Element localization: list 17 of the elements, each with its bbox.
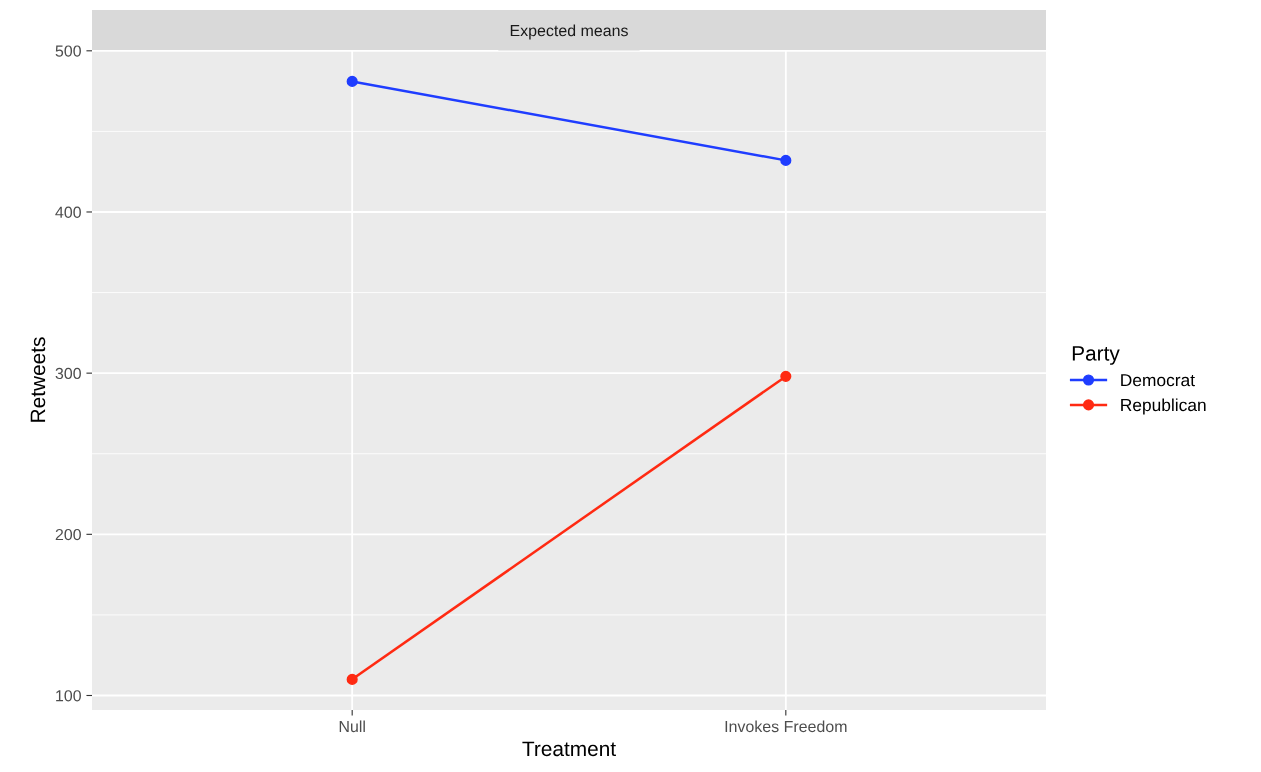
legend-title: Party <box>1072 346 1120 365</box>
y-tick-label: 400 <box>55 206 81 218</box>
point <box>780 370 792 382</box>
y-tick-label: 500 <box>55 45 81 57</box>
legend-label: Republican <box>1121 398 1206 415</box>
legend-label: Democrat <box>1121 374 1195 387</box>
point <box>780 154 792 166</box>
y-axis-title: Retweets <box>30 337 46 422</box>
y-tick-label: 100 <box>56 690 81 702</box>
y-tick-label: 200 <box>55 528 81 541</box>
x-axis-title: Treatment <box>522 741 616 757</box>
y-tick-label: 300 <box>55 367 81 380</box>
point <box>346 673 358 685</box>
x-tick-label: Invokes Freedom <box>725 720 847 733</box>
x-tick-label: Null <box>339 720 365 733</box>
point <box>346 75 358 87</box>
chart-title: Expected means <box>510 24 628 40</box>
